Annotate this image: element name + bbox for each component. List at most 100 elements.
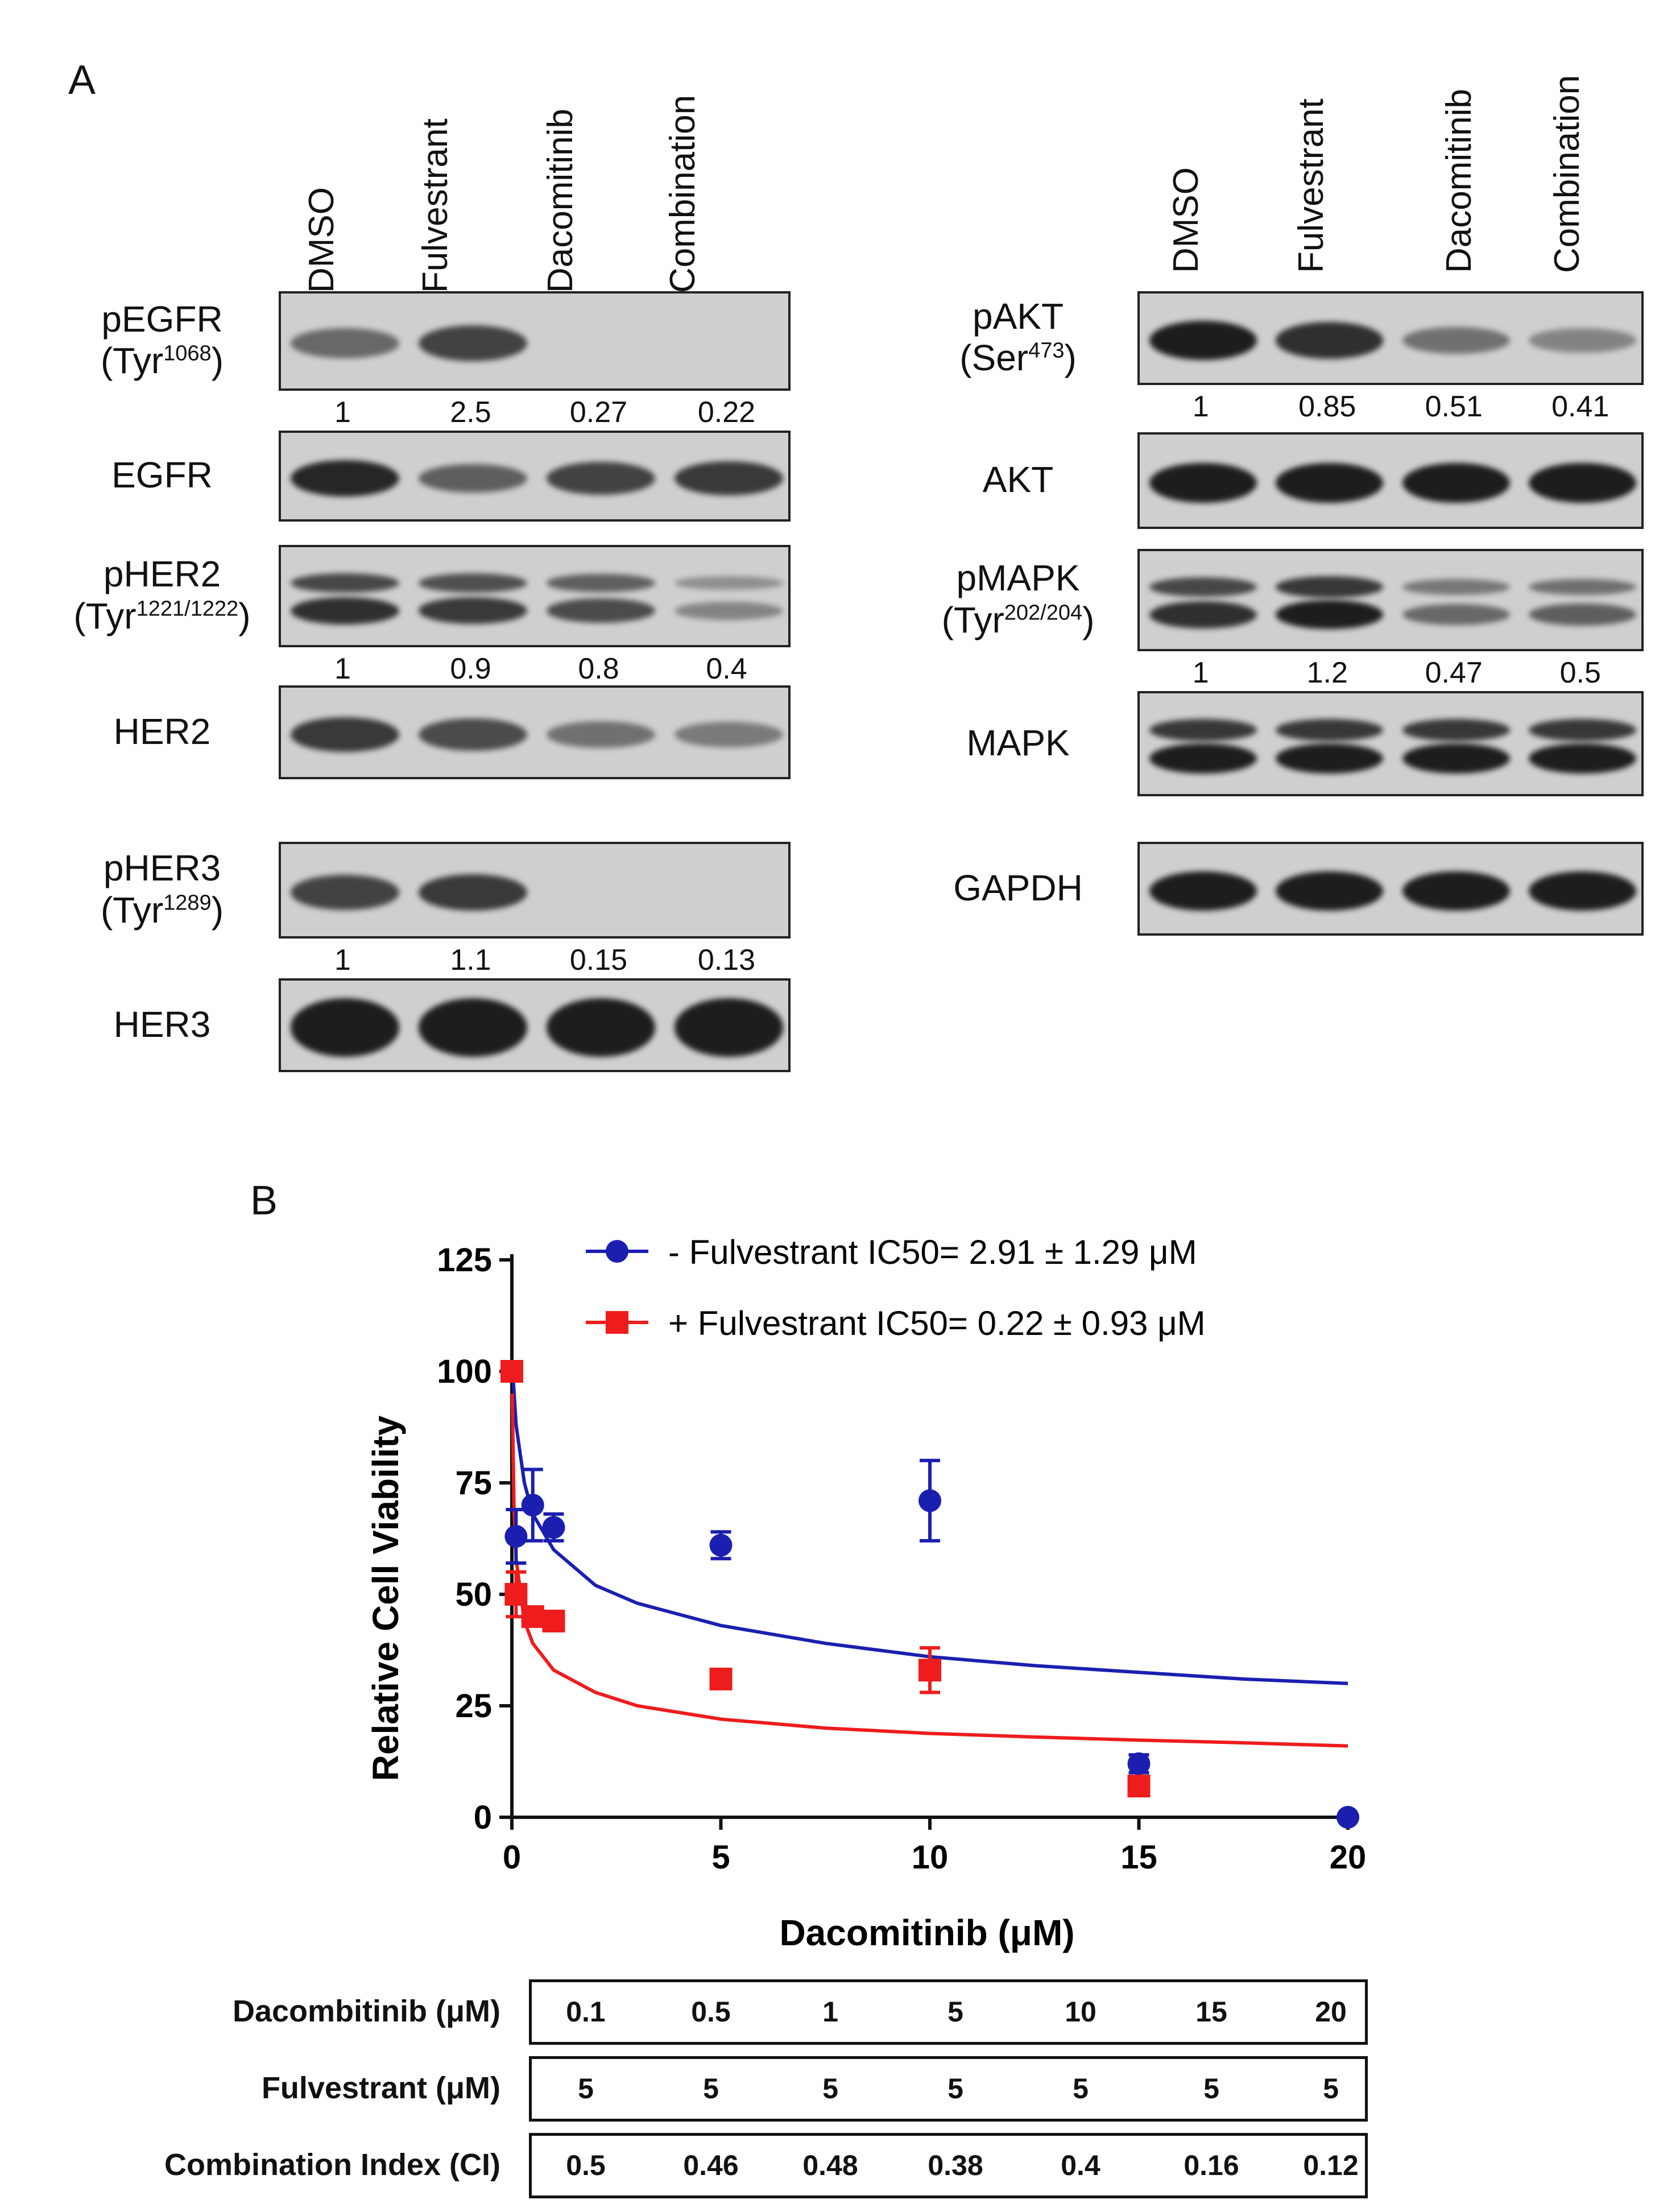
protein-name: GAPDH — [953, 867, 1083, 908]
blot-label: EGFR — [57, 454, 267, 497]
table-cell: 1 — [822, 1996, 838, 2028]
protein-name: HER3 — [113, 1003, 211, 1045]
data-point — [709, 1667, 733, 1690]
lane-label: DMSO — [1166, 167, 1206, 273]
band — [1529, 328, 1637, 353]
blot-pakt — [1137, 291, 1644, 385]
y-tick-label: 75 — [455, 1465, 492, 1502]
band — [1149, 601, 1257, 629]
blot-her3 — [279, 978, 791, 1072]
table-cell: 0.5 — [566, 2149, 606, 2181]
band — [674, 601, 784, 620]
table-row — [529, 2133, 1368, 2198]
band — [290, 717, 400, 753]
quant-value: 1 — [1192, 390, 1209, 423]
lane-label: Dacomitinib — [541, 109, 580, 293]
data-points — [500, 1360, 1359, 1829]
x-tick-label: 20 — [1330, 1839, 1367, 1876]
table-cell: 0.12 — [1303, 2149, 1359, 2181]
band — [418, 874, 528, 911]
quant-value: 1 — [334, 652, 351, 685]
table-cell: 5 — [578, 2073, 594, 2104]
blot-label: pMAPK (Tyr202/204) — [941, 557, 1095, 640]
band — [1276, 599, 1384, 630]
panel-a-letter: A — [68, 57, 96, 103]
band — [418, 464, 528, 493]
blot-akt — [1137, 432, 1644, 529]
lane-label: Combination — [663, 94, 702, 293]
y-tick-label: 0 — [474, 1799, 492, 1836]
band — [546, 462, 656, 495]
site-number: 1221/1222 — [136, 597, 239, 621]
band — [290, 460, 400, 497]
lane-label: Fulvestrant — [1292, 98, 1331, 273]
band — [1149, 577, 1257, 597]
data-point — [504, 1583, 528, 1606]
fit-curve-2 — [510, 1394, 1348, 1748]
data-point — [1127, 1752, 1151, 1775]
blot-egfr — [279, 431, 791, 522]
band — [1529, 462, 1637, 503]
table-cell: 15 — [1195, 1996, 1227, 2028]
table-cell: 20 — [1315, 1996, 1347, 2028]
blot-pher3 — [279, 842, 791, 938]
band — [1276, 719, 1384, 742]
quant-value: 0.15 — [569, 944, 628, 977]
quant-value: 0.41 — [1551, 390, 1610, 423]
band — [1529, 578, 1637, 596]
y-tick-label: 25 — [455, 1688, 492, 1725]
band — [1529, 743, 1637, 774]
blot-pmapk — [1137, 549, 1644, 651]
band — [1529, 603, 1637, 626]
x-tick-label: 5 — [711, 1839, 730, 1876]
data-point — [1127, 1775, 1151, 1798]
protein-name: EGFR — [111, 454, 213, 495]
band — [290, 875, 400, 910]
band — [1402, 326, 1510, 354]
quant-value: 0.51 — [1425, 390, 1483, 423]
table-cell: 0.5 — [691, 1996, 731, 2028]
table-cell: 0.16 — [1184, 2149, 1239, 2181]
band — [418, 325, 528, 361]
quant-value: 0.22 — [697, 396, 756, 429]
quant-value: 0.8 — [578, 652, 619, 685]
protein-name: pHER3 — [103, 847, 221, 888]
quant-value: 0.5 — [1559, 656, 1601, 689]
band — [418, 597, 528, 624]
data-point — [709, 1533, 733, 1557]
band — [1402, 579, 1510, 595]
legend-label: - Fulvestrant IC50= 2.91 ± 1.29 μM — [668, 1233, 1197, 1271]
quant-value: 0.9 — [450, 652, 491, 685]
band — [418, 998, 528, 1057]
site-number: 1289 — [163, 891, 212, 915]
y-tick-label: 125 — [437, 1242, 492, 1279]
quant-value: 1 — [334, 396, 351, 429]
table-cell: 5 — [703, 2073, 719, 2104]
band — [546, 721, 656, 749]
chart-legend: - Fulvestrant IC50= 2.91 ± 1.29 μM + Fulv… — [586, 1233, 1206, 1342]
band — [418, 718, 528, 751]
blot-mapk — [1137, 691, 1644, 796]
band — [674, 461, 784, 495]
site-number: 1068 — [163, 341, 212, 366]
protein-name: pMAPK — [956, 557, 1080, 598]
band — [1402, 743, 1510, 774]
row-label: Fulvestrant (μM) — [261, 2071, 500, 2105]
blot-label: HER3 — [57, 1004, 267, 1046]
chart-axes: 0 25 50 75 100 125 0 5 10 15 20 — [437, 1242, 1366, 1876]
band — [290, 573, 400, 593]
band — [1402, 871, 1510, 911]
phospho-site: Tyr — [113, 340, 164, 382]
quant-value: 1.1 — [450, 944, 491, 977]
band — [418, 573, 528, 593]
site-number: 202/204 — [1004, 601, 1083, 625]
blot-label: pHER2 (Tyr1221/1222) — [73, 553, 251, 636]
fit-curve-1 — [511, 1371, 1348, 1685]
table-cell: 10 — [1065, 1996, 1097, 2028]
legend-marker — [606, 1240, 628, 1263]
blot-label: pAKT (Ser473) — [959, 295, 1077, 379]
data-point — [918, 1659, 941, 1682]
table-row — [529, 1979, 1368, 2045]
data-point — [918, 1489, 941, 1512]
x-tick-label: 15 — [1120, 1839, 1157, 1876]
